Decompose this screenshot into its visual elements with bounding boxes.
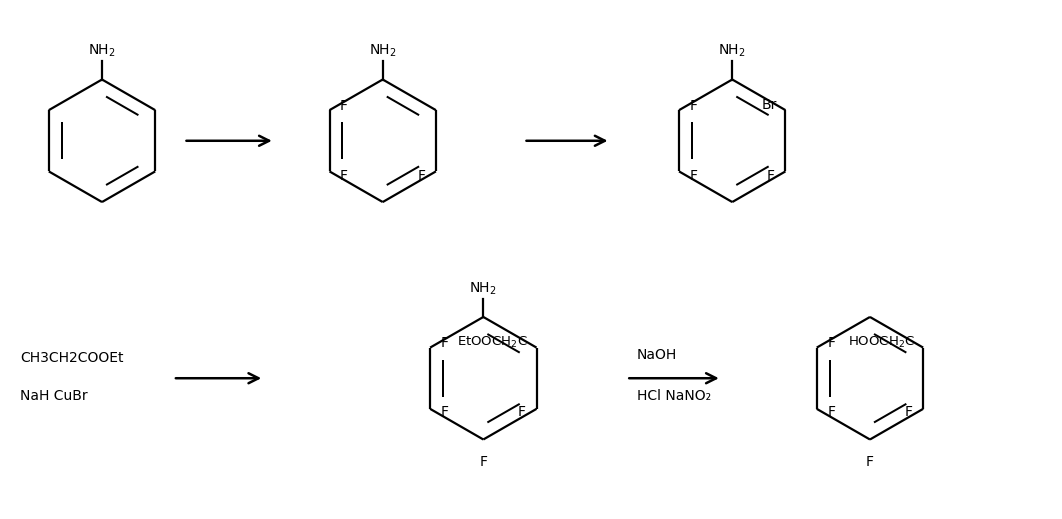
Text: F: F: [689, 99, 698, 113]
Text: F: F: [827, 405, 836, 419]
Text: HCl NaNO₂: HCl NaNO₂: [637, 389, 712, 403]
Text: F: F: [905, 405, 912, 419]
Text: Br: Br: [761, 98, 777, 112]
Text: NH$_2$: NH$_2$: [469, 280, 497, 297]
Text: NH$_2$: NH$_2$: [88, 43, 116, 59]
Text: F: F: [689, 169, 698, 183]
Text: F: F: [518, 405, 526, 419]
Text: F: F: [441, 336, 449, 350]
Text: NaOH: NaOH: [637, 348, 678, 362]
Text: F: F: [441, 405, 449, 419]
Text: NH$_2$: NH$_2$: [369, 43, 396, 59]
Text: F: F: [767, 169, 775, 183]
Text: F: F: [340, 169, 348, 183]
Text: HOOCH$_2$C: HOOCH$_2$C: [847, 335, 914, 350]
Text: NH$_2$: NH$_2$: [718, 43, 747, 59]
Text: F: F: [479, 455, 487, 469]
Text: NaH CuBr: NaH CuBr: [20, 389, 88, 403]
Text: F: F: [417, 169, 425, 183]
Text: EtOOCH$_2$C: EtOOCH$_2$C: [458, 335, 528, 350]
Text: F: F: [827, 336, 836, 350]
Text: F: F: [340, 99, 348, 113]
Text: CH3CH2COOEt: CH3CH2COOEt: [20, 350, 124, 364]
Text: F: F: [866, 455, 874, 469]
